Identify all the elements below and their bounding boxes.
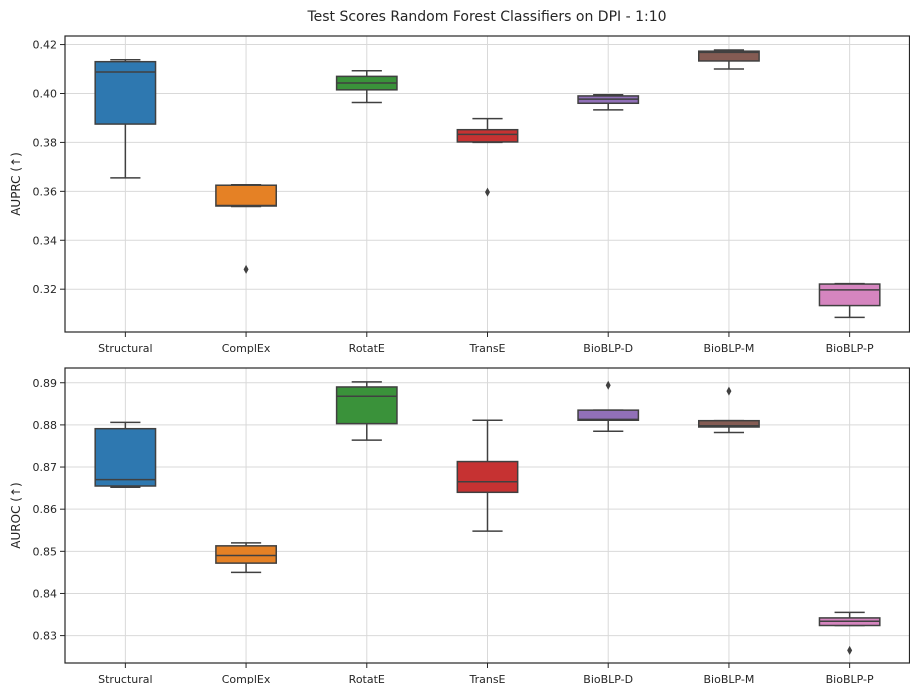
auroc-box-bioblp-p-outlier (847, 645, 853, 655)
auroc-y-axis-label: AUROC (↑) (9, 482, 23, 548)
auprc-y-tick-label: 0.38 (33, 136, 58, 149)
auroc-box-structural-iqr-rect (94, 427, 157, 487)
auprc-x-tick-label-bioblp-p: BioBLP-P (826, 342, 874, 355)
auprc-box-bioblp-m (698, 49, 760, 70)
auprc-box-transe-outlier (485, 187, 490, 197)
auroc-x-tick-label-bioblp-p: BioBLP-P (826, 673, 874, 684)
auroc-x-tick-label-complex: ComplEx (222, 673, 271, 684)
auprc-y-axis-label: AUPRC (↑) (9, 152, 23, 216)
auroc-x-tick-label-bioblp-m: BioBLP-M (703, 673, 754, 684)
auprc-box-complex-outlier (243, 264, 249, 274)
auprc-box-bioblp-m-iqr-rect (698, 50, 760, 62)
auroc-y-tick-label: 0.86 (33, 503, 58, 516)
auroc-box-rotate-iqr-rect (335, 386, 398, 425)
auroc-x-tick-label-rotate: RotatE (349, 673, 385, 684)
auprc-x-tick-label-bioblp-d: BioBLP-D (583, 342, 633, 355)
auprc-x-tick-label-bioblp-m: BioBLP-M (703, 342, 754, 355)
auprc-x-tick-label-transe: TransE (468, 342, 505, 355)
auroc-box-bioblp-m-outlier (726, 386, 732, 396)
auprc-y-tick-label: 0.36 (33, 185, 58, 198)
figure-title: Test Scores Random Forest Classifiers on… (306, 9, 666, 25)
auprc-y-tick-label: 0.42 (33, 39, 58, 52)
auroc-box-rotate (335, 381, 398, 441)
auroc-box-bioblp-m (698, 386, 760, 434)
auprc-box-bioblp-p-iqr-rect (818, 283, 881, 307)
auroc-box-bioblp-d-outlier (605, 380, 611, 390)
auprc-y-tick-label: 0.32 (33, 283, 58, 296)
auprc-x-tick-label-complex: ComplEx (222, 342, 271, 355)
auprc-x-tick-label-structural: Structural (98, 342, 152, 355)
auroc-box-transe-iqr-rect (456, 460, 519, 494)
auprc-box-complex (215, 183, 277, 274)
auprc-box-transe (456, 117, 519, 197)
auprc-x-tick-label-rotate: RotatE (349, 342, 385, 355)
auroc-box-complex-iqr-rect (215, 545, 277, 564)
auroc-y-tick-label: 0.87 (33, 461, 58, 474)
auroc-y-tick-label: 0.89 (33, 377, 58, 390)
auprc-box-bioblp-d (577, 93, 640, 111)
auroc-x-tick-label-bioblp-d: BioBLP-D (583, 673, 633, 684)
auprc-box-bioblp-p (818, 282, 881, 319)
auroc-box-bioblp-m-iqr-rect (698, 419, 760, 428)
auroc-y-tick-label: 0.84 (33, 587, 58, 600)
auroc-x-tick-label-transe: TransE (468, 673, 505, 684)
auprc-box-transe-iqr-rect (456, 128, 519, 143)
auroc-x-tick-label-structural: Structural (98, 673, 152, 684)
auprc-box-structural-iqr-rect (94, 60, 157, 125)
auroc-box-complex (215, 542, 277, 574)
auprc-box-rotate (335, 69, 398, 104)
auroc-box-bioblp-p (818, 611, 881, 655)
auroc-box-bioblp-d (577, 380, 640, 432)
auprc-y-tick-label: 0.40 (33, 87, 58, 100)
auroc-box-bioblp-d-iqr-rect (577, 409, 640, 422)
auprc-box-structural (94, 58, 157, 179)
auroc-y-tick-label: 0.83 (33, 630, 58, 643)
auroc-box-transe (456, 419, 519, 532)
auroc-y-tick-label: 0.85 (33, 545, 58, 558)
auprc-y-tick-label: 0.34 (33, 234, 58, 247)
auroc-y-tick-label: 0.88 (33, 419, 58, 432)
auprc-panel: 0.32 0.34 0.36 0.38 0.40 0.42 Structural ComplE… (9, 35, 910, 355)
auroc-box-structural (94, 421, 157, 489)
auroc-panel: 0.83 0.84 0.85 0.86 0.87 0.88 0.89 Structural Co… (9, 367, 910, 684)
auprc-box-complex-iqr-rect (215, 184, 277, 207)
